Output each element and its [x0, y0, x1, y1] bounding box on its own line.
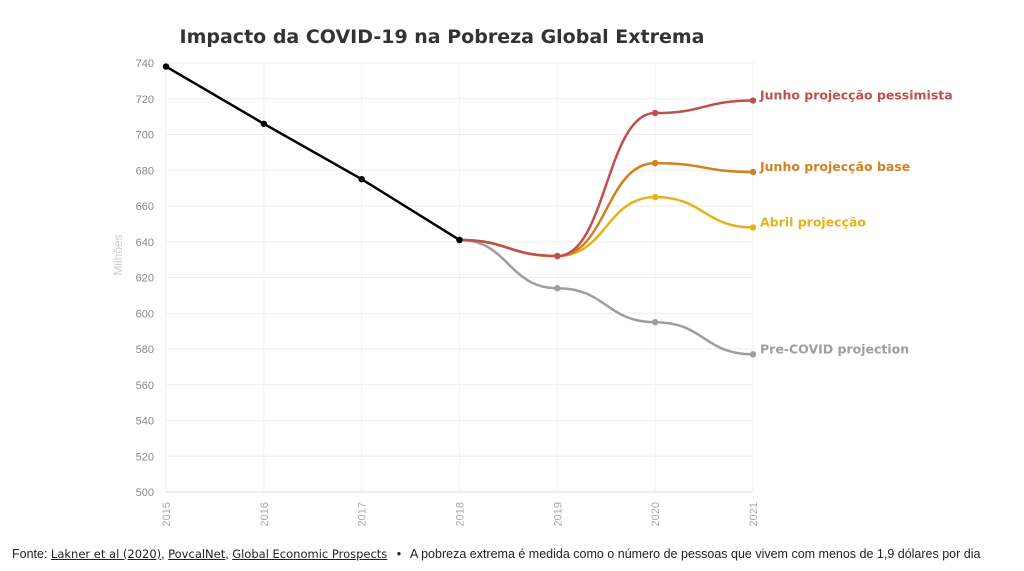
data-point: [554, 252, 561, 260]
data-point: [749, 97, 757, 104]
y-tick-label: 580: [136, 344, 154, 356]
x-tick-label: 2020: [650, 502, 662, 526]
y-tick-label: 520: [136, 451, 154, 463]
series-label: Junho projecção base: [759, 159, 910, 174]
y-tick-label: 660: [136, 201, 154, 213]
gridlines: [165, 62, 754, 493]
series-line: [165, 65, 461, 242]
series-label: Pre-COVID projection: [760, 341, 909, 356]
footer: Fonte: Lakner et al (2020), PovcalNet, G…: [12, 547, 981, 561]
x-axis-ticks: 2015 2016 2017 2018 2019 2020 2021: [161, 502, 760, 526]
series-label: Abril projecção: [760, 214, 866, 229]
series-lines: [162, 63, 757, 358]
y-tick-label: 540: [136, 416, 154, 428]
y-tick-label: 740: [136, 58, 154, 70]
data-point: [749, 224, 757, 231]
data-point: [651, 109, 659, 117]
x-tick-label: 2017: [357, 502, 369, 526]
data-point: [456, 236, 463, 244]
y-axis-ticks: 500 520 540 560 580 600 620 640 660 680 700 720 740: [136, 58, 154, 499]
series-line: [459, 99, 754, 258]
y-tick-label: 560: [136, 380, 154, 392]
series-line: [459, 238, 754, 356]
data-point: [162, 63, 170, 70]
y-axis-label: Milhões: [111, 234, 125, 275]
data-point: [651, 193, 659, 201]
footer-note: A pobreza extrema é medida como o número…: [409, 547, 981, 561]
series-labels: Pre-COVID projection Abril projecção Junho…: [759, 88, 953, 357]
y-tick-label: 500: [136, 487, 154, 499]
y-tick-label: 680: [136, 165, 154, 177]
y-tick-label: 720: [136, 94, 154, 106]
data-point: [358, 175, 365, 183]
x-tick-label: 2019: [552, 502, 564, 526]
y-tick-label: 600: [136, 308, 154, 320]
data-point: [749, 168, 757, 176]
y-tick-label: 700: [136, 130, 154, 142]
data-point: [651, 159, 659, 167]
x-tick-label: 2021: [748, 502, 760, 526]
series-label: Junho projecção pessimista: [759, 88, 953, 103]
data-point: [651, 318, 659, 326]
chart-title: Impacto da COVID-19 na Pobreza Global Ex…: [180, 26, 705, 48]
x-tick-label: 2016: [259, 502, 271, 526]
data-point: [554, 285, 561, 292]
source-link-povcalnet[interactable]: PovcalNet: [168, 547, 226, 561]
source-link-gep[interactable]: Global Economic Prospects: [232, 547, 388, 561]
source-prefix: Fonte:: [12, 547, 48, 561]
data-point: [749, 351, 757, 358]
x-tick-label: 2018: [455, 502, 467, 526]
y-tick-label: 640: [136, 237, 154, 249]
data-point: [260, 120, 268, 127]
source-link-lakner[interactable]: Lakner et al (2020): [50, 547, 162, 561]
x-tick-label: 2015: [161, 502, 173, 526]
separator: •: [396, 547, 402, 561]
y-tick-label: 620: [136, 273, 154, 285]
